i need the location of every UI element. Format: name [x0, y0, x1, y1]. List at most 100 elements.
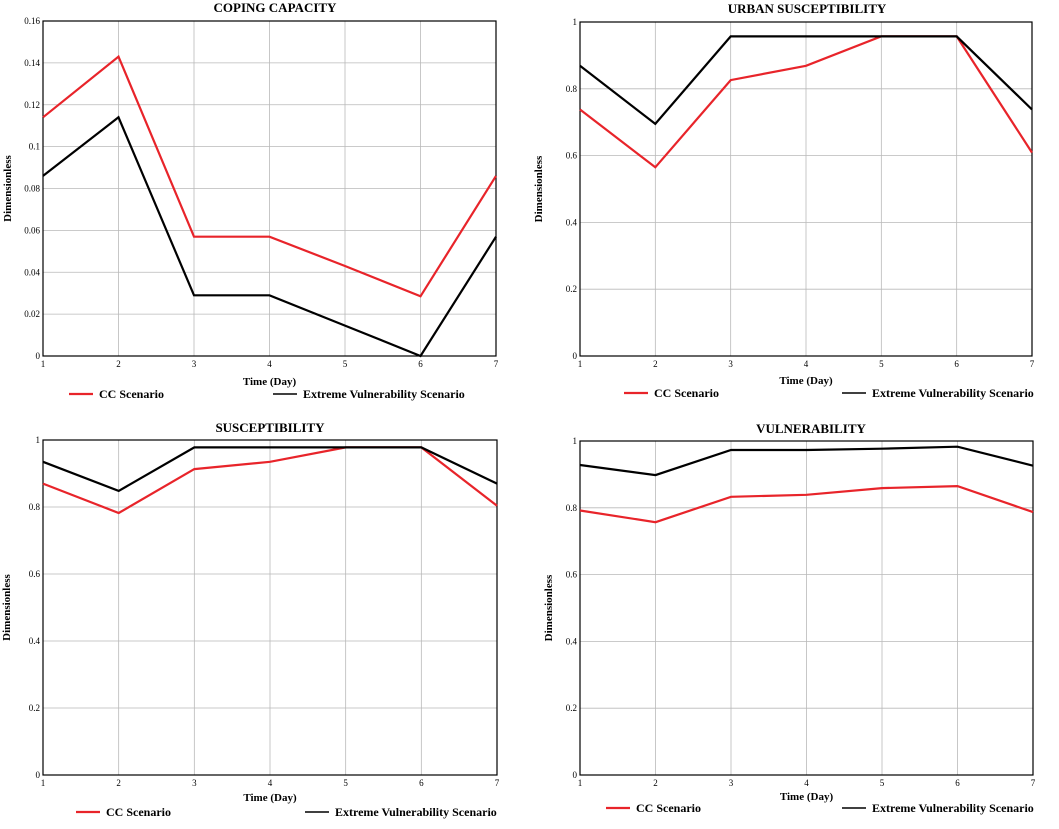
x-tick-label: 5 [880, 778, 885, 788]
x-axis-label: Time (Day) [243, 792, 297, 804]
chart-title: URBAN SUSCEPTIBILITY [728, 1, 887, 16]
y-tick-label: 0.6 [566, 151, 578, 161]
x-tick-label: 6 [419, 778, 424, 788]
y-tick-label: 0.1 [29, 142, 40, 152]
x-tick-label: 4 [804, 359, 809, 369]
y-tick-label: 0.8 [566, 503, 578, 513]
x-tick-label: 6 [954, 359, 959, 369]
series-extreme-vulnerability-scenario [42, 115, 497, 358]
x-tick-label: 4 [268, 778, 273, 788]
series-line [579, 484, 1034, 524]
x-tick-label: 5 [343, 778, 348, 788]
x-tick-label: 3 [192, 359, 197, 369]
y-axis-label: Dimensionless [543, 574, 555, 641]
x-tick-label: 6 [955, 778, 960, 788]
x-tick-label: 4 [267, 359, 272, 369]
y-tick-label: 0.06 [24, 225, 40, 235]
x-tick-label: 4 [804, 778, 809, 788]
y-tick-label: 0.6 [29, 569, 41, 579]
y-tick-label: 0 [573, 351, 578, 361]
legend: CC Scenario Extreme Vulnerability Scenari… [76, 805, 497, 819]
legend-label: CC Scenario [636, 801, 701, 815]
series-line [579, 35, 1033, 126]
x-tick-label: 1 [578, 778, 583, 788]
x-tick-label: 2 [653, 778, 658, 788]
x-tick-label: 1 [578, 359, 583, 369]
legend: CC Scenario Extreme Vulnerability Scenari… [69, 387, 465, 401]
x-tick-label: 3 [728, 359, 733, 369]
x-tick-label: 3 [729, 778, 734, 788]
legend-label: CC Scenario [654, 386, 719, 400]
y-tick-label: 0.2 [566, 703, 577, 713]
y-tick-label: 0.2 [566, 284, 577, 294]
series-cc-scenario [579, 484, 1034, 524]
x-axis-label: Time (Day) [779, 375, 833, 387]
x-tick-label: 6 [418, 359, 423, 369]
legend-label: CC Scenario [99, 387, 164, 401]
x-tick-label: 1 [41, 359, 46, 369]
plot-frame [42, 439, 498, 776]
y-tick-label: 0.4 [566, 636, 578, 646]
legend: CC Scenario Extreme Vulnerability Scenari… [606, 801, 1034, 815]
x-tick-label: 3 [192, 778, 197, 788]
legend-label: CC Scenario [106, 805, 171, 819]
chart-coping-capacity: COPING CAPACITY 0 0.02 0.04 0.06 0.08 0.1 0.12 0… [2, 0, 499, 401]
y-tick-label: 0.16 [24, 16, 40, 26]
y-tick-label: 1 [573, 436, 578, 446]
series-line [579, 445, 1034, 477]
grid [42, 20, 497, 357]
y-tick-label: 0.8 [29, 502, 41, 512]
y-axis-label: Dimensionless [1, 573, 13, 640]
y-tick-label: 0.4 [566, 217, 578, 227]
y-tick-label: 0.14 [24, 58, 40, 68]
y-tick-label: 1 [36, 435, 41, 445]
x-tick-label: 5 [879, 359, 884, 369]
x-tick-label: 2 [116, 359, 121, 369]
series-line [42, 446, 498, 493]
chart-urban-susceptibility: URBAN SUSCEPTIBILITY 0 0.2 0.4 0.6 0.8 1 1 2 3 4 5 6… [533, 1, 1035, 400]
y-tick-label: 0.04 [24, 267, 40, 277]
series-extreme-vulnerability-scenario [42, 446, 498, 493]
y-tick-label: 0 [36, 351, 41, 361]
grid [579, 440, 1034, 776]
x-tick-label: 7 [494, 359, 499, 369]
y-axis-label: Dimensionless [2, 154, 14, 221]
y-tick-label: 0.08 [24, 184, 40, 194]
chart-vulnerability: VULNERABILITY 0 0.2 0.4 0.6 0.8 1 1 2 3 4 5 6 7 Time (… [543, 421, 1036, 815]
plot-frame [579, 440, 1034, 776]
chart-title: SUSCEPTIBILITY [215, 420, 325, 435]
x-tick-label: 7 [495, 778, 500, 788]
x-tick-label: 2 [116, 778, 121, 788]
y-tick-label: 0.8 [566, 84, 578, 94]
series-extreme-vulnerability-scenario [579, 35, 1033, 126]
x-tick-label: 2 [653, 359, 658, 369]
y-tick-label: 0.12 [24, 100, 40, 110]
grid [42, 439, 498, 776]
series-extreme-vulnerability-scenario [579, 445, 1034, 477]
plot-frame [579, 21, 1033, 357]
x-tick-label: 1 [41, 778, 46, 788]
chart-title: COPING CAPACITY [214, 0, 338, 15]
y-tick-label: 0.2 [29, 703, 40, 713]
y-tick-label: 0.6 [566, 570, 578, 580]
x-axis-label: Time (Day) [243, 376, 297, 388]
series-cc-scenario [42, 54, 497, 298]
legend-label: Extreme Vulnerability Scenario [303, 387, 465, 401]
y-tick-label: 0.4 [29, 636, 41, 646]
chart-susceptibility: SUSCEPTIBILITY 0 0.2 0.4 0.6 0.8 1 1 2 3 4 5 6 7 Time … [1, 420, 500, 819]
x-tick-label: 5 [343, 359, 348, 369]
grid [579, 21, 1033, 357]
x-tick-label: 7 [1030, 359, 1035, 369]
x-axis-label: Time (Day) [780, 791, 834, 803]
legend-label: Extreme Vulnerability Scenario [872, 386, 1034, 400]
y-axis-label: Dimensionless [533, 155, 545, 222]
x-tick-label: 7 [1031, 778, 1036, 788]
y-tick-label: 0.02 [24, 309, 40, 319]
y-tick-label: 0 [573, 770, 578, 780]
chart-title: VULNERABILITY [756, 421, 866, 436]
y-tick-label: 1 [573, 17, 578, 27]
plot-frame [42, 20, 497, 357]
legend-label: Extreme Vulnerability Scenario [335, 805, 497, 819]
legend: CC Scenario Extreme Vulnerability Scenari… [624, 386, 1034, 400]
legend-label: Extreme Vulnerability Scenario [872, 801, 1034, 815]
